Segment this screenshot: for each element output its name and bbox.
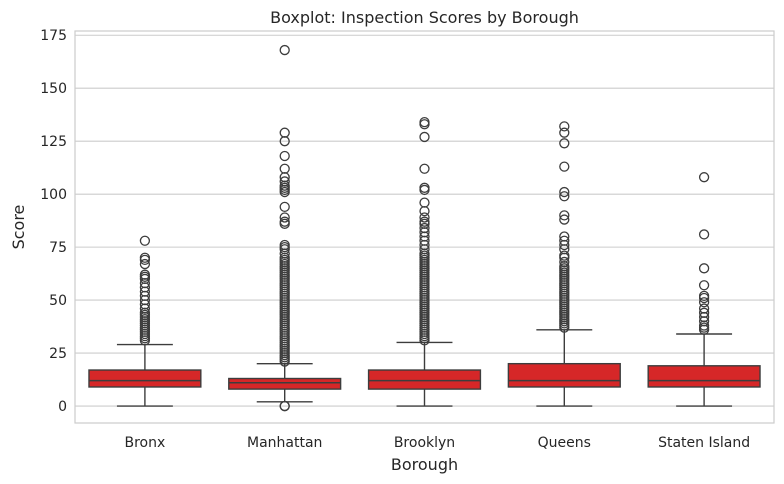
outlier-point [559,127,570,138]
x-axis-label: Borough [391,455,458,474]
box-group [88,235,202,407]
outlier-point [279,44,290,56]
outlier-point [698,172,710,183]
x-tick-labels: Bronx Manhattan Brooklyn Queens Staten Islan… [125,435,751,451]
y-tick-label: 125 [40,134,67,150]
outlier-point [559,231,570,242]
outlier-point [419,222,430,234]
box-group [228,44,342,412]
outlier-point [698,307,710,318]
outlier-point [419,131,430,143]
iqr-box [88,369,202,388]
box-series [88,44,761,412]
iqr-box [507,362,621,388]
x-tick-label: Queens [538,435,591,451]
y-tick-label: 50 [49,293,67,309]
chart-title: Boxplot: Inspection Scores by Borough [270,8,579,27]
outlier-point [279,201,290,213]
outlier-point [559,161,570,172]
box-group [367,116,482,407]
y-tick-label: 100 [40,187,67,203]
outlier-point [698,229,710,240]
outlier-point [698,290,710,302]
iqr-box [228,377,342,390]
outlier-point [559,250,570,261]
outlier-point [559,210,570,221]
x-tick-label: Manhattan [247,435,322,451]
outlier-point [279,212,290,223]
outlier-point [698,297,710,308]
outlier-point [139,235,151,246]
outlier-point [559,256,570,268]
y-tick-label: 75 [49,240,67,256]
outlier-point [559,138,570,149]
outlier-point [419,212,430,223]
outlier-point [419,163,430,174]
outlier-point [419,216,430,227]
plot-frame [74,30,775,424]
box-group [507,121,621,407]
y-tick-label: 0 [58,399,67,415]
outlier-point [279,239,290,251]
outlier-point [559,121,570,132]
outlier-point [139,258,151,270]
outlier-point [698,303,710,314]
outlier-point [419,197,430,208]
x-tick-label: Staten Island [658,435,750,451]
outlier-point [279,400,290,412]
outlier-point [559,191,570,202]
y-tick-label: 150 [40,81,67,97]
outlier-point [279,176,290,187]
outlier-point [279,127,290,138]
outlier-point [559,214,570,225]
outlier-point [698,263,710,274]
iqr-box [367,369,482,390]
outlier-point [279,216,290,227]
outlier-point [698,280,710,291]
y-tick-labels: 0 25 50 75 100 125 150 175 [40,28,67,415]
outlier-point [419,182,430,193]
box-group [647,172,761,407]
outlier-point [139,269,151,280]
outlier-point [279,163,290,174]
y-axis-label: Score [9,205,28,250]
x-tick-label: Brooklyn [394,435,455,451]
y-tick-label: 175 [40,28,67,44]
outlier-point [139,252,151,263]
y-tick-label: 25 [49,346,67,362]
outlier-point [279,150,290,162]
outlier-point [559,235,570,246]
x-tick-label: Bronx [125,435,166,451]
outlier-point [559,186,570,198]
outlier-point [419,116,430,128]
iqr-box [647,365,761,388]
